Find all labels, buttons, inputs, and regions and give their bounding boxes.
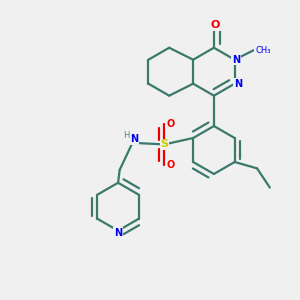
Text: O: O <box>166 160 174 170</box>
Text: S: S <box>160 140 168 149</box>
Text: CH₃: CH₃ <box>255 46 271 55</box>
Text: N: N <box>234 79 242 89</box>
Text: O: O <box>166 118 174 129</box>
Text: N: N <box>114 228 122 238</box>
Text: O: O <box>211 20 220 30</box>
Text: N: N <box>232 55 240 65</box>
Text: H: H <box>124 131 130 140</box>
Text: N: N <box>130 134 138 144</box>
